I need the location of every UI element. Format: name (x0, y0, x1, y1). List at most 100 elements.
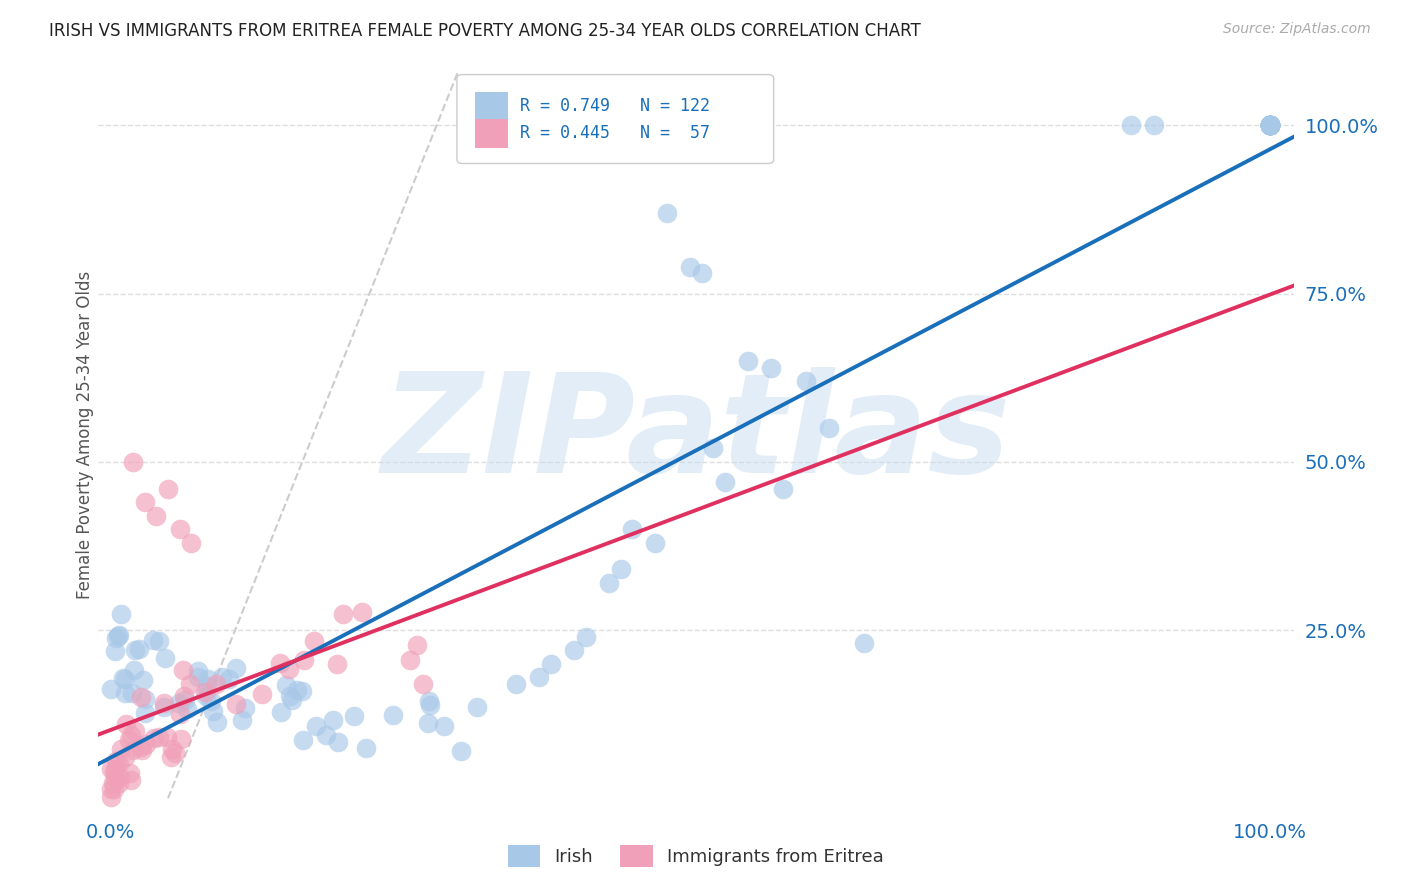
Point (1258, 118, 1281, 132)
Point (129, 690, 152, 704)
Point (292, 653, 315, 667)
Point (737, 354, 759, 368)
Point (118, 765, 141, 780)
Point (111, 671, 134, 685)
Point (277, 662, 299, 676)
Point (1258, 118, 1281, 132)
Point (107, 629, 129, 643)
Point (169, 706, 191, 721)
Point (702, 442, 724, 456)
Point (173, 690, 195, 704)
Point (134, 691, 156, 706)
Point (1258, 118, 1281, 132)
Point (187, 670, 209, 684)
Point (128, 642, 150, 657)
Point (350, 605, 373, 619)
Point (419, 698, 441, 712)
Point (194, 685, 217, 699)
Point (354, 740, 377, 755)
Point (598, 575, 620, 590)
Text: IRISH VS IMMIGRANTS FROM ERITREA FEMALE POVERTY AMONG 25-34 YEAR OLDS CORRELATIO: IRISH VS IMMIGRANTS FROM ERITREA FEMALE … (49, 22, 921, 40)
Point (148, 634, 170, 648)
Point (134, 495, 156, 509)
Point (1258, 118, 1281, 132)
Point (105, 754, 128, 768)
Legend: Irish, Immigrants from Eritrea: Irish, Immigrants from Eritrea (501, 838, 891, 874)
Point (195, 679, 218, 693)
Point (101, 776, 124, 790)
Point (285, 682, 308, 697)
Point (176, 702, 198, 716)
Point (853, 636, 876, 650)
Point (621, 522, 644, 536)
Point (124, 724, 146, 739)
Point (325, 657, 347, 672)
Point (155, 730, 177, 744)
Point (108, 770, 131, 784)
Point (145, 508, 167, 523)
Point (172, 663, 194, 677)
Point (794, 374, 817, 388)
Point (1258, 118, 1281, 132)
Point (1258, 118, 1281, 132)
Point (197, 672, 219, 686)
Point (100, 781, 122, 796)
Point (1258, 118, 1281, 132)
Point (1258, 118, 1281, 132)
Point (218, 672, 240, 686)
Text: Source: ZipAtlas.com: Source: ZipAtlas.com (1223, 22, 1371, 37)
Point (1258, 118, 1281, 132)
Point (110, 607, 132, 621)
Point (1258, 118, 1281, 132)
Point (103, 765, 125, 780)
Point (274, 678, 297, 692)
Point (122, 455, 145, 469)
Point (291, 683, 314, 698)
Point (107, 756, 129, 771)
Point (575, 630, 598, 644)
Point (205, 677, 228, 691)
Point (1258, 118, 1281, 132)
Point (761, 360, 783, 375)
Point (142, 731, 165, 746)
Point (131, 743, 153, 757)
Point (1258, 118, 1281, 132)
Point (1143, 118, 1166, 132)
Point (200, 694, 222, 708)
Point (433, 719, 456, 733)
Point (381, 707, 404, 722)
Bar (475, 92, 509, 120)
Point (540, 657, 562, 671)
Point (772, 482, 794, 496)
Point (225, 697, 247, 711)
Point (328, 734, 350, 748)
Point (153, 696, 176, 710)
Point (562, 643, 585, 657)
Point (211, 670, 233, 684)
Point (201, 704, 224, 718)
Point (343, 708, 366, 723)
Point (165, 746, 187, 760)
Point (114, 749, 136, 764)
Point (690, 266, 713, 280)
Point (205, 714, 228, 729)
Point (332, 607, 354, 621)
Point (153, 650, 176, 665)
Point (1258, 118, 1281, 132)
Point (315, 727, 337, 741)
Point (450, 744, 472, 758)
Point (104, 762, 127, 776)
Point (1258, 118, 1281, 132)
Point (269, 657, 291, 671)
Point (231, 713, 253, 727)
Point (714, 475, 737, 489)
Point (135, 737, 157, 751)
Point (134, 706, 156, 721)
Point (100, 790, 122, 805)
Point (104, 771, 127, 785)
Point (644, 535, 666, 549)
Point (121, 685, 143, 699)
Point (107, 776, 129, 790)
Point (305, 719, 328, 733)
Point (1258, 118, 1281, 132)
